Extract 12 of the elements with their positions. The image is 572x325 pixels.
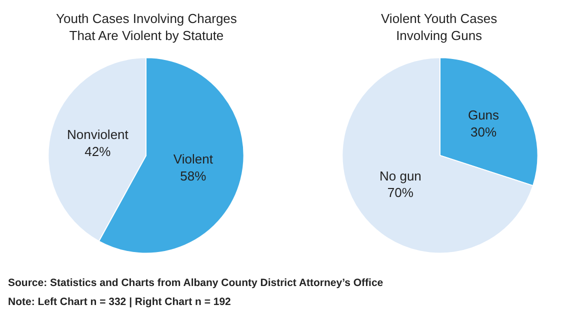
data-label: 42% <box>84 144 112 160</box>
data-label: 58% <box>180 168 207 184</box>
data-label: 70% <box>387 185 414 200</box>
slice-label: Nonviolent <box>66 127 129 142</box>
text: Note: Left Chart n = 332 | Right Chart n = 192 <box>8 296 232 308</box>
slice-label: Guns <box>468 108 500 123</box>
chart-title: Violent Youth Cases Involving Guns <box>381 11 498 43</box>
slice-label: Violent <box>173 152 214 167</box>
chart-title: Youth Cases Involving Charges That Are Violent by Statute <box>56 11 238 43</box>
source-note: Source: Statistics and Charts from Albany County District Attorney’s Office <box>8 277 384 289</box>
slice-label: No gun <box>379 168 422 184</box>
data-label: 30% <box>470 124 497 140</box>
